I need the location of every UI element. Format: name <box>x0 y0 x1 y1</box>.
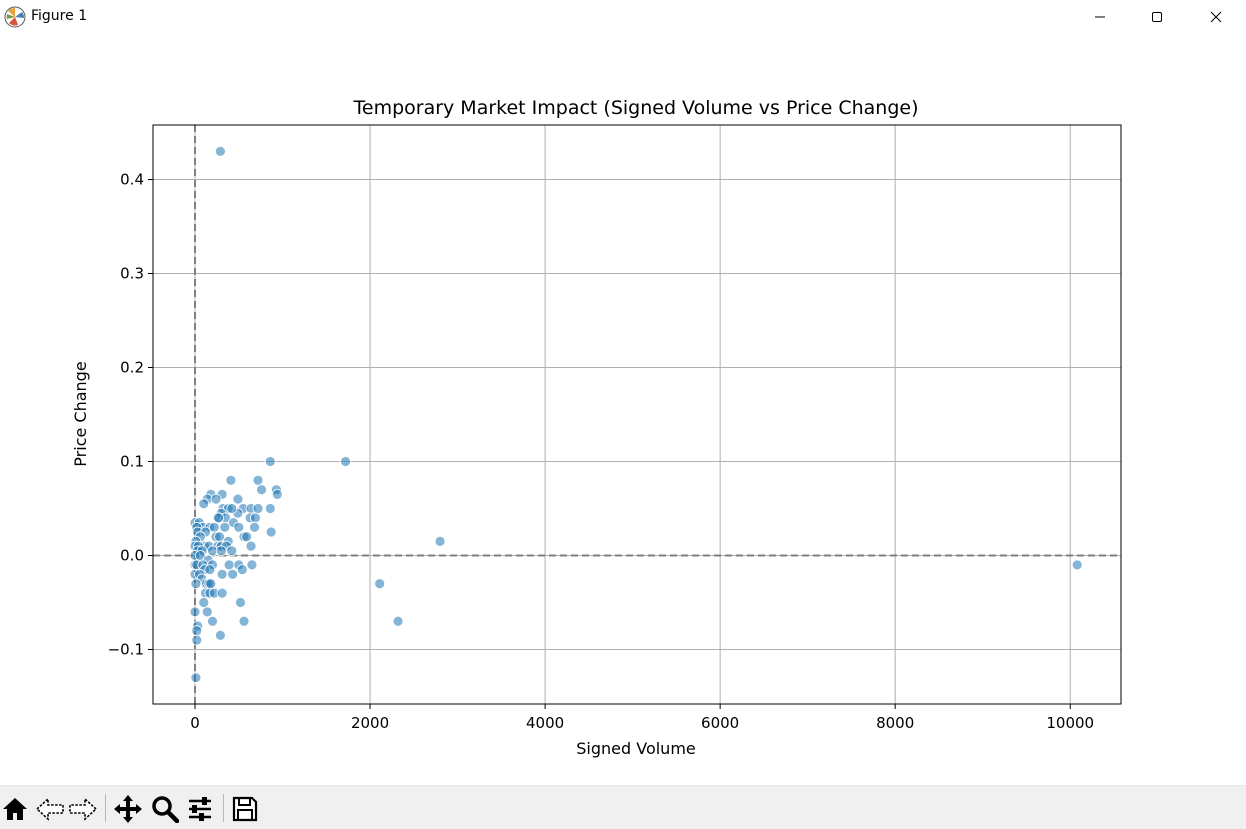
scatter-point <box>223 559 235 571</box>
window-titlebar: Figure 1 <box>0 0 1246 34</box>
scatter-point <box>219 521 231 533</box>
configure-subplots-icon <box>189 797 211 821</box>
zoom-button[interactable] <box>150 794 180 824</box>
scatter-point <box>250 512 261 524</box>
forward-icon <box>69 797 98 821</box>
scatter-point <box>233 521 245 533</box>
navigation-toolbar <box>0 785 1246 829</box>
y-axis-ticks: −0.1 0.0 0.1 0.2 0.3 0.4 <box>108 171 153 658</box>
scatter-point <box>226 545 238 557</box>
reference-lines <box>153 125 1121 704</box>
scatter-point <box>205 578 217 590</box>
scatter-point <box>434 535 446 547</box>
scatter-point <box>207 615 218 627</box>
home-button[interactable] <box>0 794 30 824</box>
scatter-point <box>232 493 244 505</box>
y-tick-label: 0.0 <box>120 546 144 564</box>
save-icon <box>232 796 258 822</box>
x-tick-label: 4000 <box>526 714 564 732</box>
scatter-point <box>265 526 277 538</box>
y-tick-label: 0.4 <box>120 171 144 189</box>
scatter-point <box>241 531 253 543</box>
y-axis-label: Price Change <box>71 361 90 466</box>
scatter-point <box>226 503 238 514</box>
scatter-point <box>191 634 203 646</box>
scatter-point <box>227 568 239 580</box>
scatter-point <box>216 568 228 580</box>
scatter-chart: 0 2000 4000 6000 8000 10000 −0.1 0.0 0.1 0.2 0.3 0… <box>71 97 1122 758</box>
scatter-point <box>252 503 264 514</box>
pan-icon <box>114 795 142 823</box>
scatter-point <box>189 606 201 618</box>
scatter-point <box>340 456 351 467</box>
y-tick-label: 0.3 <box>120 265 144 283</box>
window-title: Figure 1 <box>31 8 88 24</box>
matplotlib-app-icon <box>4 6 26 28</box>
y-tick-label: 0.1 <box>120 452 144 470</box>
scatter-point <box>256 484 267 496</box>
forward-button[interactable] <box>68 794 98 824</box>
maximize-icon <box>1152 12 1162 22</box>
axes-frame <box>152 124 1122 705</box>
configure-subplots-button[interactable] <box>185 794 215 824</box>
home-icon <box>3 798 27 820</box>
scatter-point <box>198 597 210 608</box>
scatter-point <box>201 606 213 618</box>
pan-button[interactable] <box>113 794 143 824</box>
x-tick-label: 6000 <box>701 714 739 732</box>
back-button[interactable] <box>35 794 65 824</box>
scatter-point <box>225 474 237 486</box>
zoom-icon <box>152 796 179 823</box>
y-tick-label: 0.2 <box>120 359 144 377</box>
scatter-point <box>204 564 216 575</box>
x-tick-label: 8000 <box>876 714 914 732</box>
scatter-point <box>215 545 227 557</box>
scatter-point <box>216 587 228 599</box>
scatter-point <box>246 559 258 571</box>
minimize-icon <box>1095 16 1105 18</box>
x-tick-label: 10000 <box>1046 714 1094 732</box>
scatter-point <box>392 615 404 627</box>
save-button[interactable] <box>230 794 260 824</box>
x-axis-label: Signed Volume <box>576 739 696 758</box>
x-axis-ticks: 0 2000 4000 6000 8000 10000 <box>190 704 1094 732</box>
scatter-point <box>264 456 276 467</box>
back-icon <box>35 797 64 821</box>
scatter-point <box>238 615 250 627</box>
scatter-point <box>214 145 226 157</box>
grid-lines <box>153 125 1121 704</box>
close-icon <box>1210 11 1222 23</box>
scatter-point <box>191 625 203 637</box>
scatter-point <box>190 578 202 590</box>
scatter-point <box>252 474 264 486</box>
scatter-point <box>210 493 222 505</box>
scatter-point <box>214 629 226 641</box>
scatter-point <box>264 503 276 514</box>
figure-canvas[interactable]: 0 2000 4000 6000 8000 10000 −0.1 0.0 0.1 0.2 0.3 0… <box>0 34 1246 784</box>
scatter-point <box>236 564 248 575</box>
minimize-button[interactable] <box>1071 0 1129 34</box>
toolbar-separator <box>105 794 106 822</box>
scatter-point <box>249 521 260 533</box>
scatter-point <box>198 498 210 510</box>
scatter-point <box>190 672 202 684</box>
scatter-point <box>213 512 225 524</box>
chart-title: Temporary Market Impact (Signed Volume v… <box>353 97 919 119</box>
scatter-point <box>245 540 257 552</box>
scatter-point <box>1071 559 1083 571</box>
scatter-point <box>235 597 246 608</box>
scatter-point <box>271 488 283 500</box>
close-button[interactable] <box>1187 0 1245 34</box>
toolbar-separator <box>223 794 224 822</box>
y-tick-label: −0.1 <box>108 640 144 658</box>
x-tick-label: 2000 <box>351 714 389 732</box>
scatter-point <box>374 578 386 590</box>
maximize-button[interactable] <box>1128 0 1186 34</box>
x-tick-label: 0 <box>190 714 200 732</box>
data-points <box>189 145 1083 684</box>
